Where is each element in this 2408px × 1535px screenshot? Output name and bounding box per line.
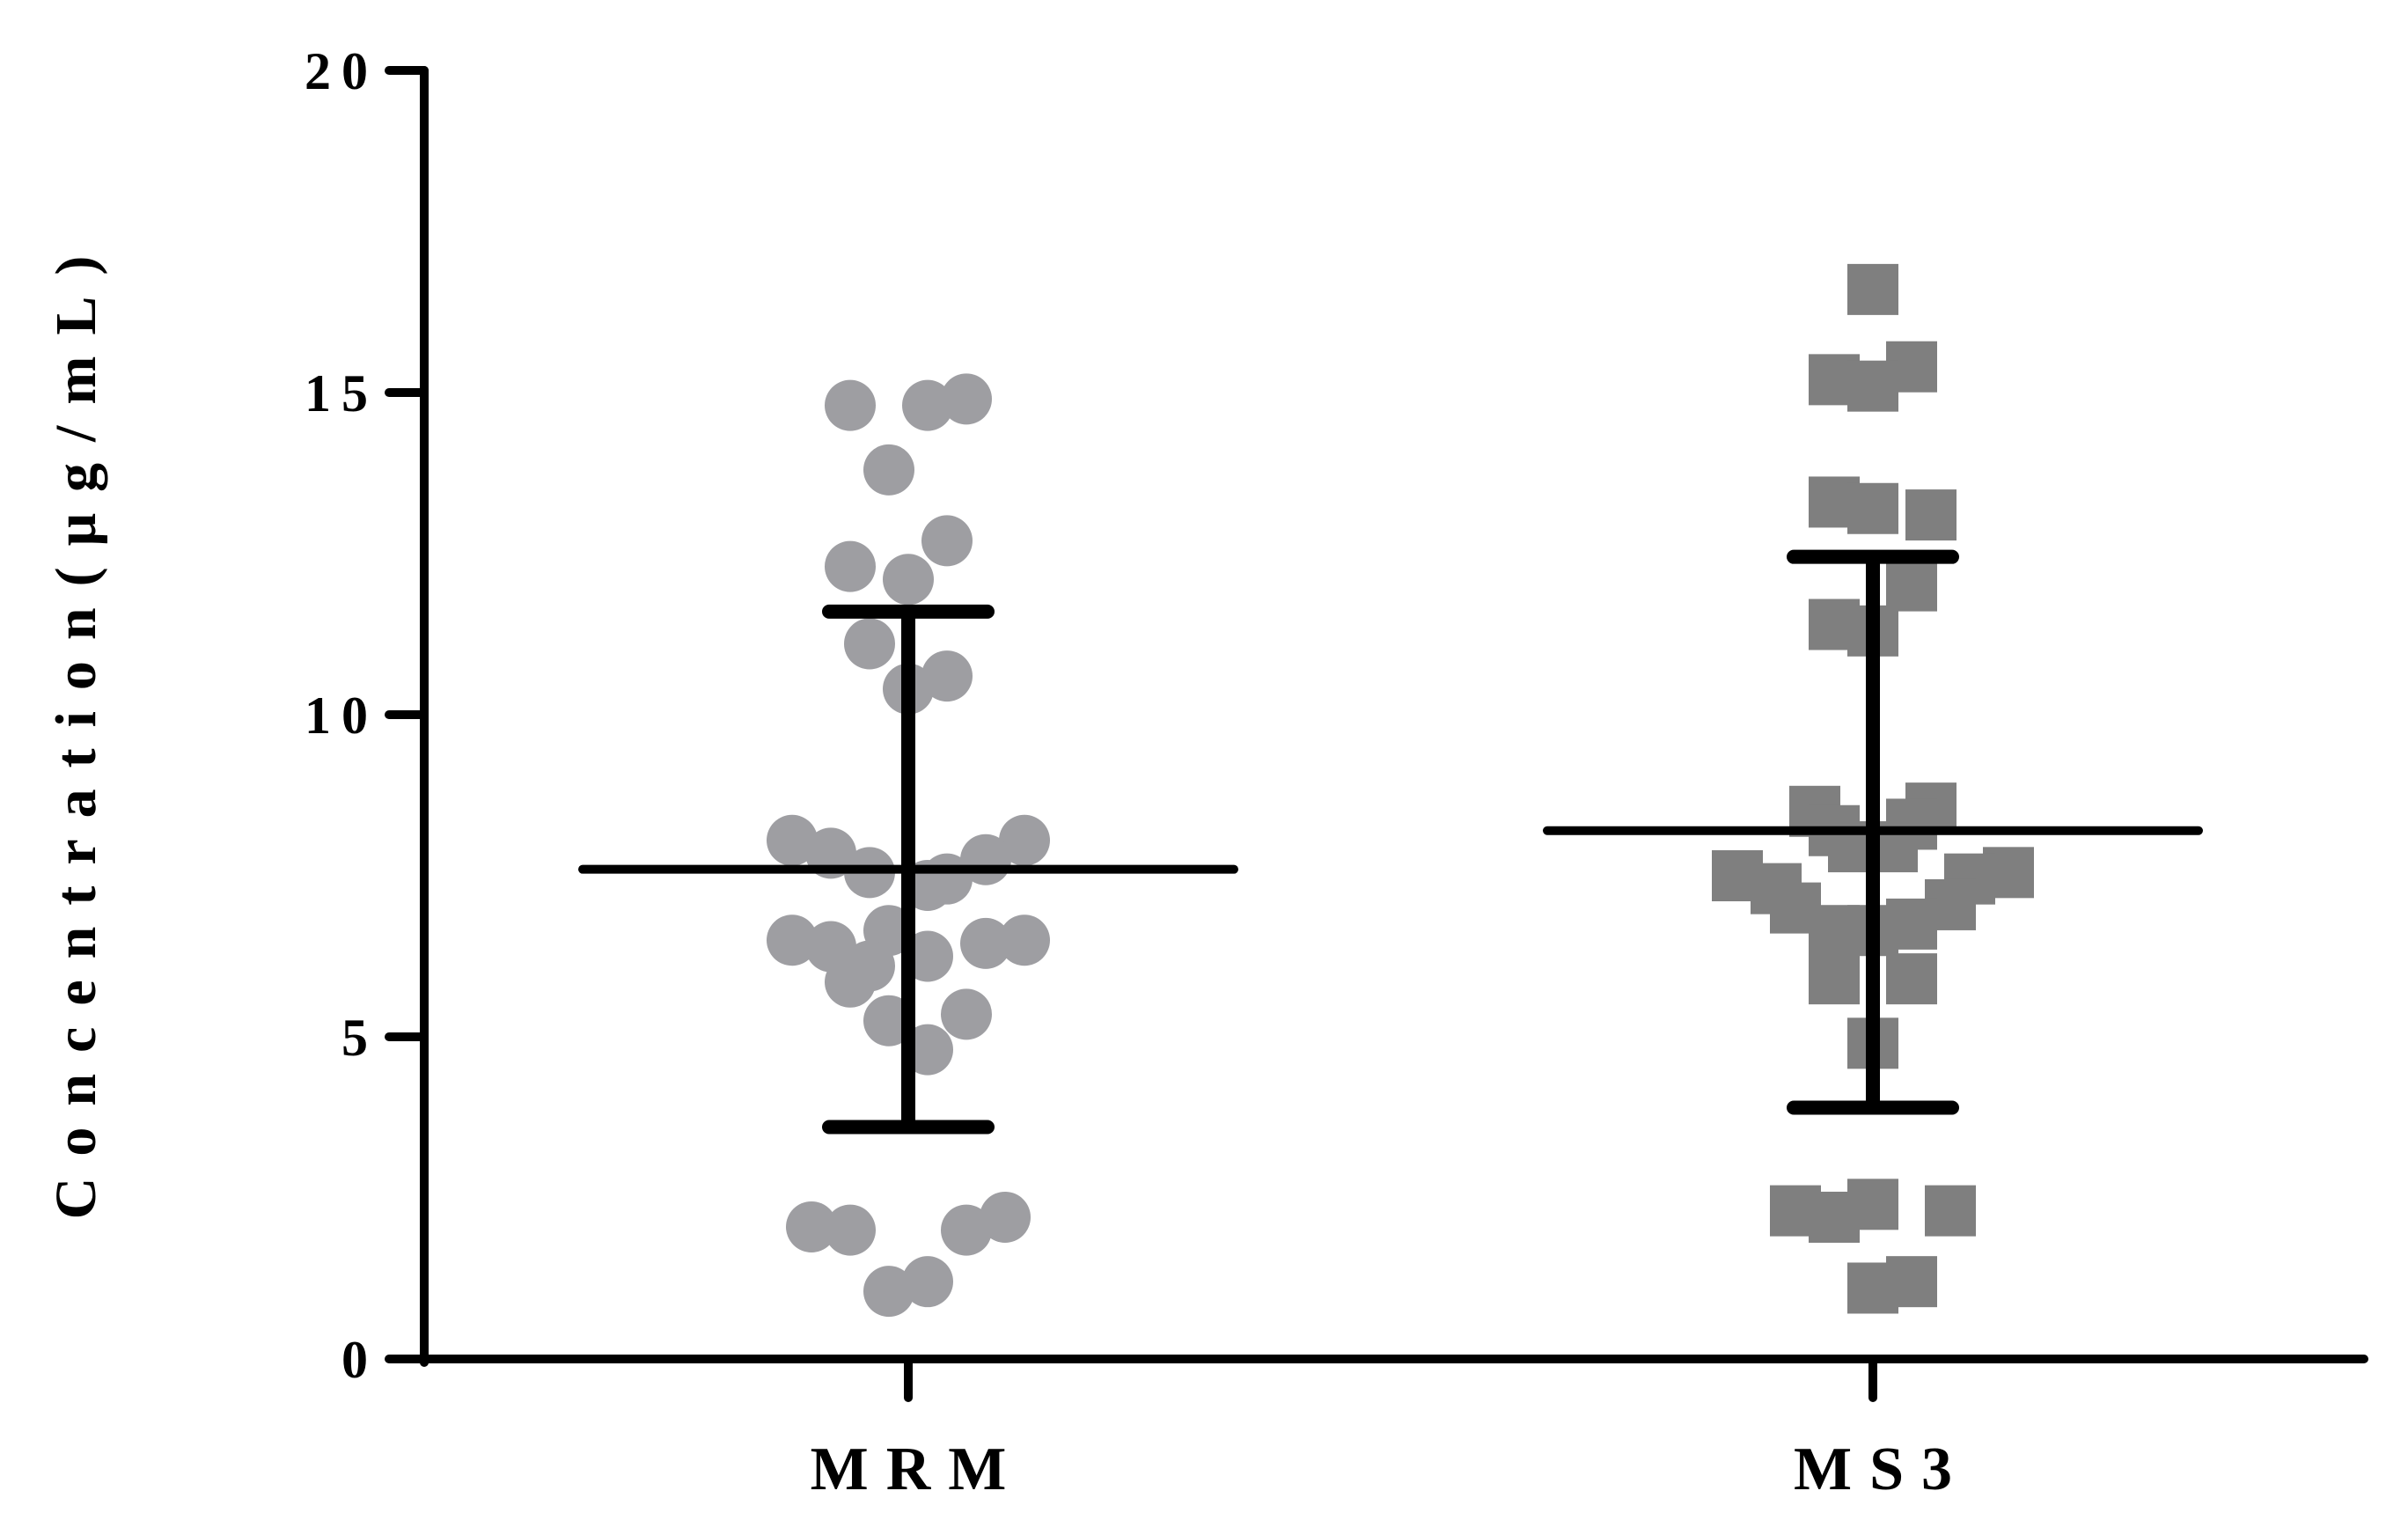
y-tick-label: 15 <box>305 364 378 422</box>
data-point <box>1847 263 1898 315</box>
plot-marks: 0 5 10 15 20 MRM MS3 <box>305 42 2368 1503</box>
data-point <box>999 914 1050 966</box>
data-point <box>844 618 895 670</box>
data-point <box>941 373 992 425</box>
data-point <box>825 1204 876 1256</box>
data-point <box>863 1266 914 1318</box>
data-point <box>921 515 973 567</box>
data-point <box>1905 489 1956 541</box>
data-point <box>1847 1262 1898 1314</box>
data-point <box>941 988 992 1040</box>
data-point <box>1925 1185 1976 1237</box>
data-point <box>767 914 818 966</box>
data-point <box>941 1204 992 1256</box>
y-tick-label: 5 <box>341 1009 378 1067</box>
data-point <box>825 379 876 431</box>
data-point <box>921 650 973 702</box>
y-tick-label: 10 <box>305 687 378 745</box>
x-category-label: MS3 <box>1794 1436 1970 1503</box>
data-point <box>999 814 1050 866</box>
y-tick-label: 0 <box>341 1331 378 1389</box>
data-point <box>980 1191 1031 1243</box>
data-point <box>902 1256 953 1308</box>
data-point <box>1886 560 1937 612</box>
data-point <box>960 917 1011 969</box>
data-point <box>786 1201 837 1252</box>
data-point <box>767 814 818 866</box>
data-point <box>902 379 953 431</box>
data-point <box>883 554 934 606</box>
data-point <box>1809 1191 1860 1243</box>
data-point <box>1809 953 1860 1005</box>
data-point <box>825 956 876 1008</box>
data-point <box>863 444 914 496</box>
data-point <box>1847 482 1898 534</box>
x-category-label: MRM <box>811 1436 1024 1503</box>
y-axis-title: Concentration(μg/mL) <box>44 235 108 1220</box>
data-point <box>825 540 876 592</box>
y-tick-label: 20 <box>305 42 378 100</box>
data-point <box>1886 953 1937 1005</box>
data-point <box>1847 360 1898 412</box>
